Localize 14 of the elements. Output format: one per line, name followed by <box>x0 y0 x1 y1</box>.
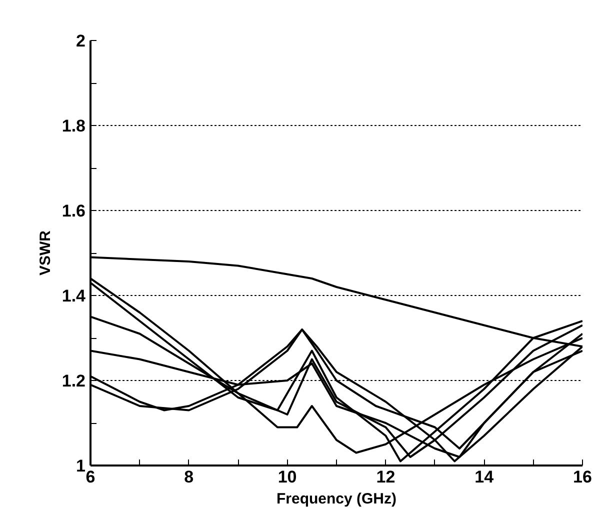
x-tick-label: 10 <box>278 468 297 486</box>
y-tick-label: 2 <box>76 32 86 50</box>
y-tick-label: 1.4 <box>62 286 86 306</box>
x-axis-title: Frequency (GHz) <box>276 490 397 508</box>
x-tick-label: 16 <box>573 468 592 486</box>
y-tick-label: 1.6 <box>62 202 86 220</box>
y-tick-label: 1 <box>76 456 86 476</box>
y-tick-label: 1.8 <box>62 116 86 136</box>
x-tick-label: 6 <box>86 468 96 486</box>
x-tick-label: 12 <box>376 468 396 486</box>
x-tick-label: 14 <box>474 468 494 486</box>
y-axis-title: VSWR <box>36 230 54 276</box>
y-tick-label: 1.2 <box>62 372 86 390</box>
x-tick-label: 8 <box>184 468 194 486</box>
